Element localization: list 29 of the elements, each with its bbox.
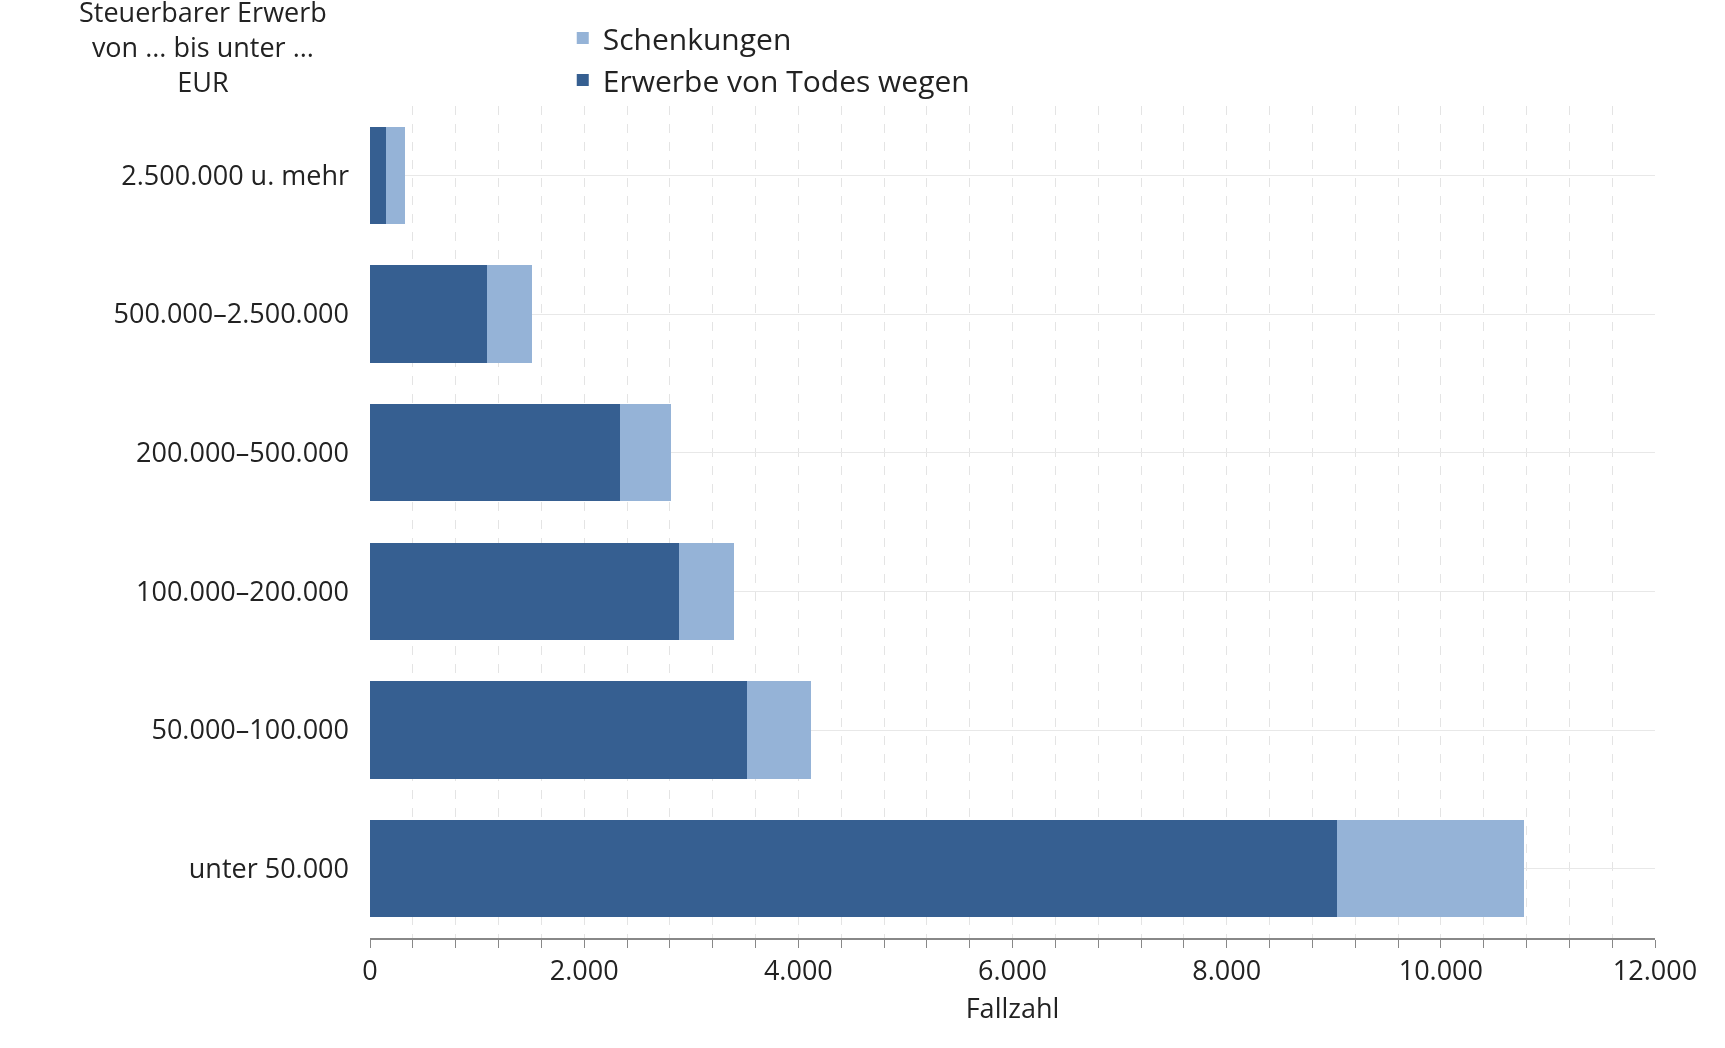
x-tick-label: 8.000 — [1192, 951, 1262, 989]
legend-label: Schenkungen — [602, 17, 792, 59]
x-tick-label: 0 — [362, 951, 378, 989]
x-tick-label: 12.000 — [1612, 951, 1698, 989]
bar — [1336, 820, 1525, 918]
bar — [679, 542, 735, 640]
bar — [370, 126, 387, 224]
y-axis-title: Steuerbarer Erwerb von ... bis unter ... EUR — [79, 0, 327, 101]
bar — [619, 404, 671, 502]
bar — [386, 126, 406, 224]
x-tick-label: 10.000 — [1398, 951, 1483, 989]
y-tick-label: unter 50.000 — [188, 849, 349, 887]
bar — [370, 820, 1337, 918]
legend-label: Erwerbe von Todes wegen — [602, 59, 970, 101]
x-tick-label: 2.000 — [549, 951, 619, 989]
x-tick-label: 4.000 — [763, 951, 833, 989]
y-tick-label: 200.000–500.000 — [136, 433, 349, 471]
bar — [370, 404, 620, 502]
bar — [370, 542, 680, 640]
y-tick-label: 500.000–2.500.000 — [113, 294, 349, 332]
y-tick-label: 50.000–100.000 — [151, 710, 349, 748]
y-tick-label: 100.000–200.000 — [136, 571, 349, 609]
bar — [370, 681, 747, 779]
x-tick-label: 6.000 — [978, 951, 1047, 989]
bar — [370, 265, 487, 363]
bar — [746, 681, 812, 779]
y-tick-label: 2.500.000 u. mehr — [121, 155, 349, 193]
bar — [486, 265, 532, 363]
x-axis-title: Fallzahl — [965, 989, 1060, 1027]
